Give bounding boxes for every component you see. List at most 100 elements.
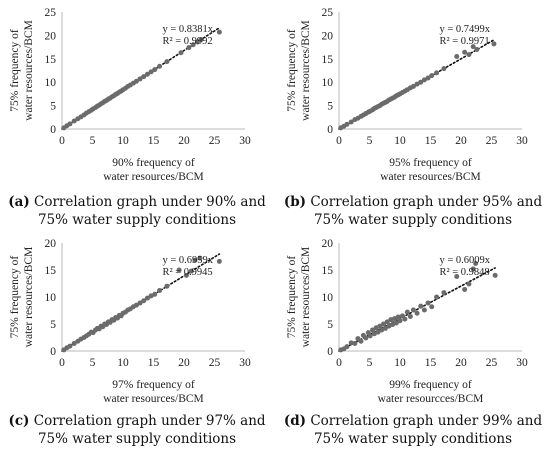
data-point-b bbox=[434, 70, 440, 76]
x-tick-label-d: 10 bbox=[394, 357, 406, 369]
data-point-b bbox=[491, 41, 497, 47]
data-point-a bbox=[141, 74, 147, 80]
data-point-b bbox=[425, 75, 431, 81]
data-point-d bbox=[397, 318, 403, 324]
trend-equation-a: y = 0.8381x bbox=[162, 24, 213, 35]
data-point-b bbox=[454, 53, 460, 59]
x-tick-label-b: 10 bbox=[394, 135, 406, 147]
data-point-c bbox=[183, 272, 189, 278]
data-point-b bbox=[418, 79, 424, 85]
y-tick-label-b: 5 bbox=[327, 101, 333, 113]
caption-a-label: (a) bbox=[8, 194, 30, 210]
data-point-c bbox=[192, 257, 198, 263]
trend-equation-b: y = 0.7499x bbox=[439, 24, 490, 35]
y-tick-label-c: 0 bbox=[50, 346, 56, 358]
x-tick-label-c: 5 bbox=[90, 357, 96, 369]
data-point-a bbox=[216, 29, 222, 35]
data-point-a bbox=[157, 63, 163, 69]
caption-c-text: Correlation graph under 97% and 75% wate… bbox=[29, 413, 266, 447]
x-tick-label-a: 5 bbox=[90, 135, 96, 147]
x-tick-label-a: 20 bbox=[178, 135, 190, 147]
data-point-b bbox=[470, 44, 476, 50]
caption-d-label: (d) bbox=[283, 413, 307, 429]
x-tick-label-c: 30 bbox=[239, 357, 251, 369]
x-tick-label-c: 25 bbox=[209, 357, 221, 369]
data-point-c bbox=[157, 288, 163, 294]
x-tick-label-b: 5 bbox=[367, 135, 373, 147]
x-axis-label-c: water resources/BCM bbox=[103, 393, 204, 405]
x-tick-label-b: 20 bbox=[455, 135, 467, 147]
data-point-d bbox=[363, 335, 369, 341]
data-point-c bbox=[67, 343, 73, 349]
data-point-d bbox=[454, 273, 460, 279]
data-point-b bbox=[466, 52, 472, 58]
data-point-d bbox=[395, 314, 401, 320]
data-point-a bbox=[178, 50, 184, 56]
data-point-d bbox=[384, 319, 390, 325]
data-point-a bbox=[198, 37, 204, 43]
data-point-d bbox=[375, 329, 381, 335]
x-tick-label-a: 0 bbox=[59, 135, 65, 147]
y-tick-label-b: 0 bbox=[327, 124, 333, 136]
y-tick-label-b: 15 bbox=[322, 54, 334, 66]
trend-r2-c: R² = 0.9945 bbox=[162, 267, 212, 278]
y-tick-label-a: 20 bbox=[45, 30, 57, 42]
data-point-a bbox=[144, 71, 150, 77]
data-point-d bbox=[421, 307, 427, 313]
data-point-d bbox=[429, 304, 435, 310]
data-point-c bbox=[164, 283, 170, 289]
data-point-c bbox=[188, 268, 194, 274]
data-point-d bbox=[381, 321, 387, 327]
x-tick-label-b: 25 bbox=[486, 135, 498, 147]
data-point-d bbox=[462, 286, 468, 292]
x-axis-label-c: 97% frequency of bbox=[112, 379, 195, 391]
data-point-c bbox=[152, 291, 158, 297]
y-axis-label-b: water resources/BCM bbox=[300, 20, 312, 121]
y-axis-label-c: water resources/BCM bbox=[23, 247, 35, 348]
x-tick-label-d: 30 bbox=[516, 357, 528, 369]
y-tick-label-d: 5 bbox=[327, 319, 333, 331]
data-point-c bbox=[141, 298, 147, 304]
data-point-d bbox=[402, 316, 408, 322]
y-axis-label-b: 75% frequency of bbox=[286, 29, 298, 112]
y-tick-label-b: 20 bbox=[322, 30, 334, 42]
data-point-b bbox=[474, 46, 480, 52]
data-point-c bbox=[144, 295, 150, 301]
y-tick-label-b: 25 bbox=[322, 7, 334, 19]
caption-c: (c) Correlation graph under 97% and 75% … bbox=[2, 412, 272, 448]
data-point-d bbox=[344, 344, 350, 350]
x-axis-label-b: water resources/BCM bbox=[380, 171, 481, 183]
x-axis-label-a: 90% frequency of bbox=[112, 157, 195, 169]
caption-a: (a) Correlation graph under 90% and 75% … bbox=[2, 193, 272, 229]
caption-b-label: (b) bbox=[283, 194, 307, 210]
data-point-d bbox=[377, 323, 383, 329]
x-tick-label-d: 20 bbox=[455, 357, 467, 369]
y-tick-label-d: 0 bbox=[327, 346, 333, 358]
data-point-d bbox=[407, 313, 413, 319]
data-point-b bbox=[441, 66, 447, 72]
data-point-c bbox=[197, 255, 203, 261]
x-tick-label-d: 5 bbox=[367, 357, 373, 369]
x-tick-label-c: 20 bbox=[178, 357, 190, 369]
x-axis-label-d: 99% frequency of bbox=[389, 379, 472, 391]
caption-d-text: Correlation graph under 99% and 75% wate… bbox=[306, 413, 543, 447]
data-point-d bbox=[441, 290, 447, 296]
data-point-d bbox=[382, 325, 388, 331]
x-tick-label-d: 25 bbox=[486, 357, 498, 369]
x-tick-label-a: 10 bbox=[117, 135, 129, 147]
y-tick-label-a: 0 bbox=[50, 124, 56, 136]
y-tick-label-d: 10 bbox=[322, 292, 334, 304]
data-point-d bbox=[367, 333, 373, 339]
data-point-d bbox=[470, 266, 476, 272]
trend-equation-d: y = 0.6009x bbox=[439, 255, 490, 266]
data-point-d bbox=[404, 309, 410, 315]
data-point-a bbox=[186, 45, 192, 51]
x-tick-label-a: 25 bbox=[209, 135, 221, 147]
y-tick-label-c: 5 bbox=[50, 319, 56, 331]
x-axis-label-a: water resources/BCM bbox=[103, 171, 204, 183]
y-tick-label-d: 15 bbox=[322, 265, 334, 277]
data-point-d bbox=[393, 320, 399, 326]
data-point-b bbox=[410, 83, 416, 89]
data-point-a bbox=[71, 118, 77, 124]
data-point-a bbox=[164, 59, 170, 65]
